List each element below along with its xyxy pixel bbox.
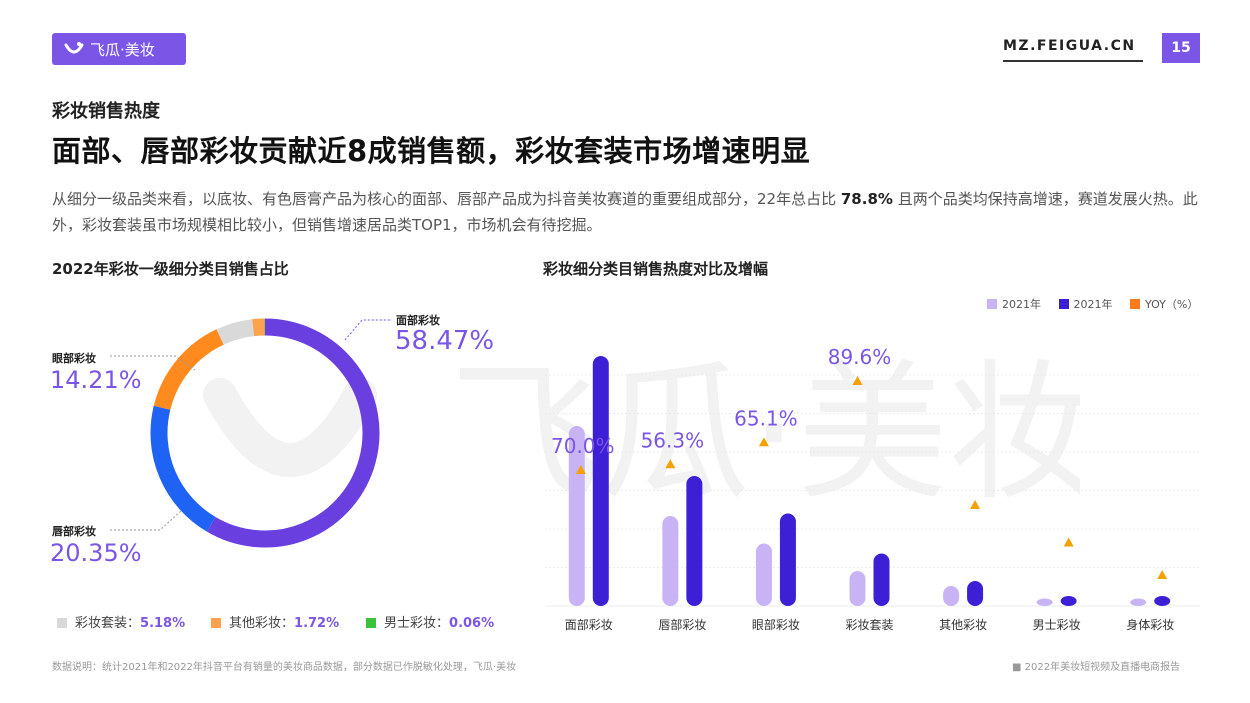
yoy-marker-4 xyxy=(970,500,981,509)
bar-series-a-5 xyxy=(1036,598,1053,606)
legend-swatch-male xyxy=(366,618,376,628)
legend-2021a-label: 2021年 xyxy=(1002,298,1041,311)
section-label: 彩妆销售热度 xyxy=(52,101,160,122)
bar-series-b-2 xyxy=(779,513,796,606)
yoy-label-1: 56.3% xyxy=(641,428,705,452)
yoy-label-3: 89.6% xyxy=(828,345,892,369)
legend-item-2021b: 2021年 xyxy=(1058,298,1113,311)
logo-text: 飞瓜·美妆 xyxy=(90,40,155,59)
donut-slice-3 xyxy=(216,319,255,345)
donut-slice-4 xyxy=(252,318,265,337)
yoy-marker-2 xyxy=(758,437,769,447)
donut-slice-2 xyxy=(153,329,224,410)
legend-yoy-label: YOY（%） xyxy=(1145,298,1199,311)
callout-lip-name: 唇部彩妆 xyxy=(52,525,96,538)
callout-face-name: 面部彩妆 xyxy=(396,314,440,327)
yoy-marker-5 xyxy=(1063,537,1074,547)
category-label-6: 身体彩妆 xyxy=(1126,617,1174,632)
yoy-label-2: 65.1% xyxy=(734,406,798,430)
legend-male-name: 男士彩妆 xyxy=(384,616,437,631)
page-title: 面部、唇部彩妆贡献近8成销售额，彩妆套装市场增速明显 xyxy=(52,134,811,168)
yoy-marker-6 xyxy=(1157,570,1168,579)
watermark-text: 飞瓜·美妆 xyxy=(450,347,1080,521)
donut-slice-0 xyxy=(206,318,380,548)
category-label-4: 其他彩妆 xyxy=(939,618,987,632)
yoy-label-0: 70.0% xyxy=(551,434,615,458)
bar-series-b-1 xyxy=(686,476,703,606)
bar-chart-title: 彩妆细分类目销售热度对比及增幅 xyxy=(543,260,769,278)
category-label-2: 眼部彩妆 xyxy=(752,617,800,632)
bar-series-a-3 xyxy=(849,571,866,606)
url-underline xyxy=(1003,60,1143,62)
summary-text-1: 从细分一级品类来看，以底妆、有色唇膏产品为核心的面部、唇部产品成为抖音美妆赛道的… xyxy=(52,190,841,208)
legend-male-value: 0.06% xyxy=(449,616,495,631)
bar-series-b-3 xyxy=(873,553,890,606)
category-label-0: 面部彩妆 xyxy=(565,617,613,632)
legend-kit-name: 彩妆套装 xyxy=(75,616,128,631)
category-label-5: 男士彩妆 xyxy=(1033,618,1081,632)
callout-face-value: 58.47% xyxy=(395,326,495,356)
footer-report-title: ■ 2022年美妆短视频及直播电商报告 xyxy=(1012,662,1181,673)
legend-other: 其他彩妆：1.72% xyxy=(211,612,339,631)
callout-eye-name: 眼部彩妆 xyxy=(52,352,96,365)
category-label-3: 彩妆套装 xyxy=(845,618,893,632)
legend-swatch-other xyxy=(211,618,221,628)
summary-highlight: 78.8% xyxy=(840,190,893,208)
donut-chart-title: 2022年彩妆一级细分类目销售占比 xyxy=(52,260,289,278)
bar-series-a-1 xyxy=(662,516,679,606)
legend-swatch-kit xyxy=(57,618,67,628)
yoy-marker-1 xyxy=(665,459,676,469)
watermark: 飞瓜·美妆 xyxy=(203,347,1080,521)
legend-other-value: 1.72% xyxy=(294,616,340,631)
yoy-marker-0 xyxy=(575,465,586,474)
bar-series-b-0 xyxy=(592,356,609,606)
legend-item-2021a: 2021年 xyxy=(987,298,1041,311)
legend-2021b-label: 2021年 xyxy=(1073,298,1113,311)
category-label-1: 唇部彩妆 xyxy=(658,617,706,632)
legend-item-yoy: YOY（%） xyxy=(1130,298,1198,311)
bar-chart: 70.0% 面部彩妆 56.3% 唇部彩妆 65.1% 眼部彩妆 89.6% 彩妆套装 其他彩妆… xyxy=(545,345,1200,632)
donut-slice-1 xyxy=(150,405,216,532)
page-number: 15 xyxy=(1162,33,1200,63)
callout-lip-value: 20.35% xyxy=(50,539,142,567)
melon-logo-icon xyxy=(64,42,84,54)
donut-chart xyxy=(150,318,380,548)
bar-series-b-4 xyxy=(967,581,984,606)
bar-chart-legend: 2021年 2021年 YOY（%） xyxy=(987,296,1198,312)
legend-kit-value: 5.18% xyxy=(140,616,186,631)
legend-other-name: 其他彩妆 xyxy=(229,616,282,631)
brand-logo: 飞瓜·美妆 xyxy=(52,33,186,65)
bar-series-a-4 xyxy=(943,586,960,606)
site-url[interactable]: MZ.FEIGUA.CN xyxy=(1003,38,1136,54)
yoy-marker-3 xyxy=(852,376,863,385)
legend-swatch-2021b xyxy=(1058,299,1069,309)
summary-text-2: 且两个品类均保持高增速，赛道发展火热。此外，彩妆套装虽市场规模相比较小，但销售增… xyxy=(52,190,1198,234)
bar-series-a-6 xyxy=(1130,598,1147,606)
bar-series-b-6 xyxy=(1154,596,1171,606)
callout-eye-value: 14.21% xyxy=(50,366,142,394)
bar-series-a-2 xyxy=(755,543,772,606)
legend-kit: 彩妆套装：5.18% xyxy=(57,612,185,631)
legend-swatch-2021a xyxy=(987,299,997,309)
footer-note: 数据说明：统计2021年和2022年抖音平台有销量的美妆商品数据，部分数据已作脱… xyxy=(52,662,517,673)
bar-series-b-5 xyxy=(1060,596,1077,606)
legend-swatch-yoy xyxy=(1130,299,1140,309)
summary-paragraph: 从细分一级品类来看，以底妆、有色唇膏产品为核心的面部、唇部产品成为抖音美妆赛道的… xyxy=(52,186,1202,238)
legend-male: 男士彩妆：0.06% xyxy=(366,612,494,631)
